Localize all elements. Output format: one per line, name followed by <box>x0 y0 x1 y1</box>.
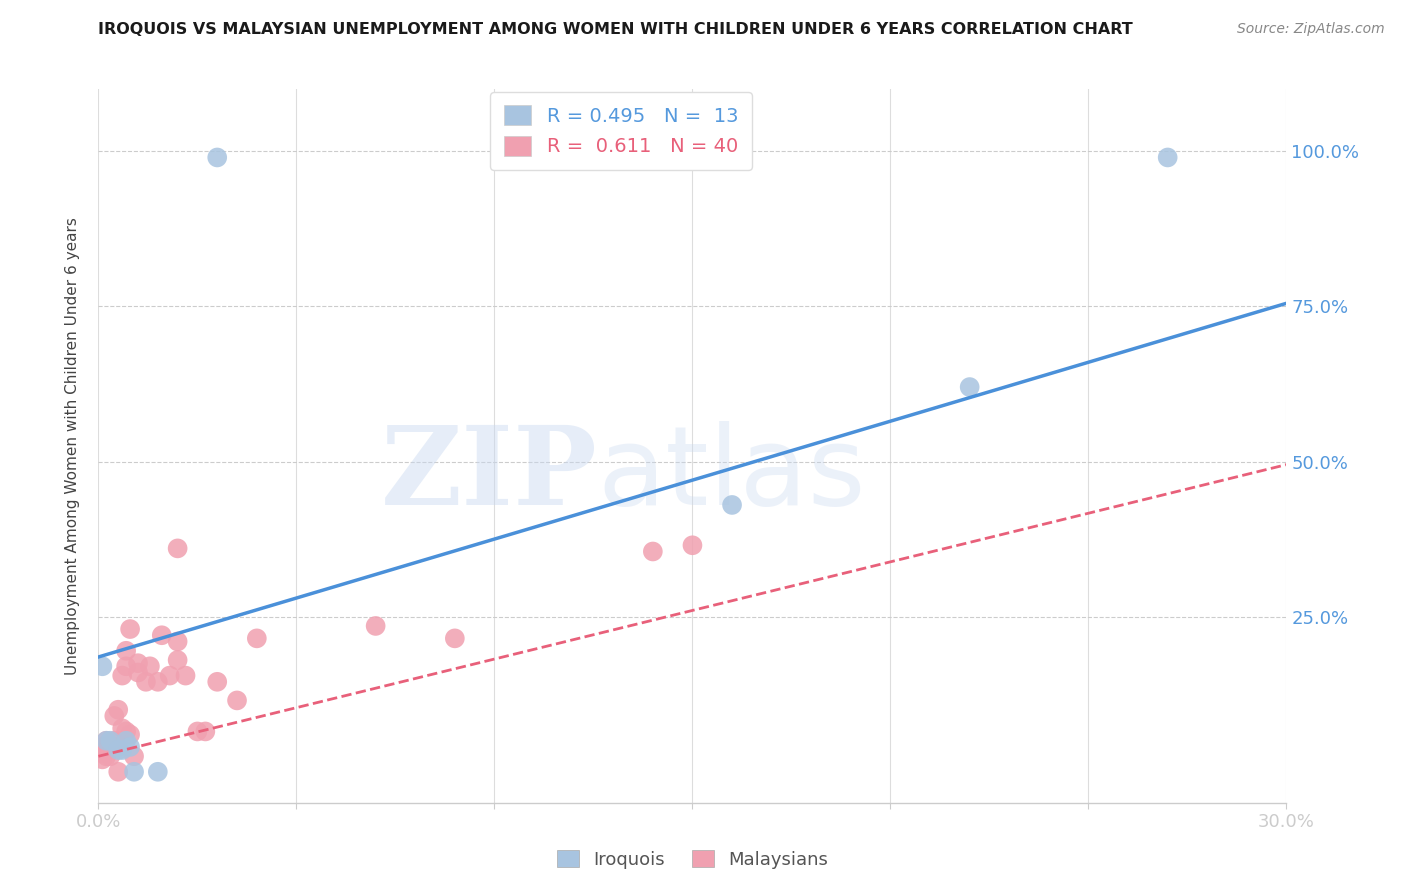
Point <box>91 752 114 766</box>
Point <box>166 541 188 556</box>
Point <box>166 653 188 667</box>
Point <box>103 709 125 723</box>
Point <box>207 674 229 689</box>
Point <box>127 656 149 670</box>
Point <box>120 622 142 636</box>
Text: atlas: atlas <box>598 421 866 528</box>
Point <box>115 659 138 673</box>
Point <box>246 632 269 646</box>
Point <box>127 665 149 680</box>
Point <box>364 619 387 633</box>
Point <box>96 749 118 764</box>
Point <box>115 733 138 747</box>
Point <box>107 764 129 779</box>
Point <box>721 498 744 512</box>
Point <box>91 659 114 673</box>
Point <box>1156 151 1178 165</box>
Point <box>150 628 173 642</box>
Point <box>122 764 145 779</box>
Point <box>115 644 138 658</box>
Point <box>91 746 114 760</box>
Point <box>444 632 467 646</box>
Point <box>98 749 121 764</box>
Point <box>111 722 134 736</box>
Point <box>98 733 121 747</box>
Point <box>159 668 181 682</box>
Point <box>96 733 118 747</box>
Text: ZIP: ZIP <box>381 421 598 528</box>
Point <box>98 739 121 754</box>
Point <box>107 743 129 757</box>
Point <box>226 693 249 707</box>
Point <box>682 538 704 552</box>
Point <box>107 703 129 717</box>
Point <box>96 733 118 747</box>
Point <box>107 739 129 754</box>
Point <box>139 659 162 673</box>
Point <box>115 724 138 739</box>
Point <box>135 674 157 689</box>
Point <box>146 674 169 689</box>
Y-axis label: Unemployment Among Women with Children Under 6 years: Unemployment Among Women with Children U… <box>65 217 80 675</box>
Text: Source: ZipAtlas.com: Source: ZipAtlas.com <box>1237 22 1385 37</box>
Point <box>207 151 229 165</box>
Point <box>174 668 197 682</box>
Point <box>146 764 169 779</box>
Point <box>111 743 134 757</box>
Point <box>194 724 217 739</box>
Point <box>641 544 664 558</box>
Point <box>120 739 142 754</box>
Point <box>111 668 134 682</box>
Point <box>122 749 145 764</box>
Point <box>959 380 981 394</box>
Point <box>166 634 188 648</box>
Point <box>120 727 142 741</box>
Point <box>91 739 114 754</box>
Point <box>103 733 125 747</box>
Legend: Iroquois, Malaysians: Iroquois, Malaysians <box>550 843 835 876</box>
Point <box>186 724 208 739</box>
Text: IROQUOIS VS MALAYSIAN UNEMPLOYMENT AMONG WOMEN WITH CHILDREN UNDER 6 YEARS CORRE: IROQUOIS VS MALAYSIAN UNEMPLOYMENT AMONG… <box>98 22 1133 37</box>
